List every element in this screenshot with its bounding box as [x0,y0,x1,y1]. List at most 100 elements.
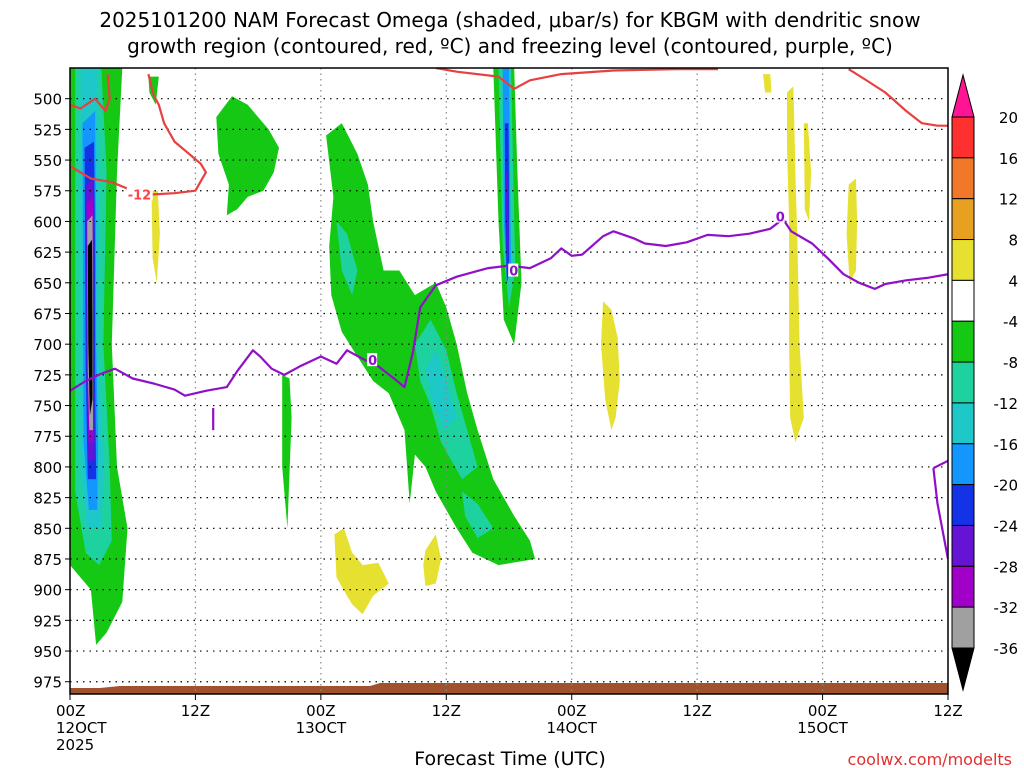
omega-region-9-7 [846,178,858,283]
y-tick-label-750: 750 [33,398,62,416]
x-tick-label-1-0: 12Z [181,702,210,720]
freezing-level-low-contour [932,459,948,470]
x-tick-label-2-0: 00Z [306,702,335,720]
colorbar-label-1: 16 [999,150,1018,168]
colorbar-band-1 [951,116,975,159]
colorbar-band-4 [951,239,975,281]
colorbar-band-9 [951,443,975,486]
colorbar-band-10 [951,484,975,526]
colorbar-label-3: 8 [1008,232,1018,250]
omega-region-9-4 [763,74,772,93]
x-tick-label-4-1: 14OCT [546,719,597,737]
contour-label-bg-1 [508,263,519,277]
terrain-strip [70,683,948,694]
y-tick-label-825: 825 [33,490,62,508]
freezing-level-contour [70,217,948,397]
x-axis-label: Forecast Time (UTC) [414,748,605,768]
colorbar-label-10: -24 [994,517,1019,535]
y-tick-label-725: 725 [33,367,62,385]
x-tick-label-4-0: 00Z [557,702,586,720]
omega-region-8-0 [87,239,93,416]
y-tick-label-650: 650 [33,275,62,293]
colorbar-band-13 [951,606,975,649]
chart-title-line-1: 2025101200 NAM Forecast Omega (shaded, μ… [99,8,920,32]
colorbar-band-6 [951,320,975,363]
colorbar-label-4: 4 [1008,272,1018,290]
x-tick-label-0-2: 2025 [56,736,94,754]
omega-region-9-3 [601,301,620,431]
colorbar-band-2 [951,157,975,200]
colorbar-label-11: -28 [994,558,1019,576]
y-tick-label-925: 925 [33,612,62,630]
contours [70,68,948,560]
colorbar-label-7: -12 [994,395,1019,413]
dgz-red-left2-contour [70,74,111,113]
y-tick-label-700: 700 [33,336,62,354]
y-tick-label-525: 525 [33,121,62,139]
y-tick-label-775: 775 [33,428,62,446]
colorbar-band-12 [951,565,975,608]
y-tick-label-800: 800 [33,459,62,477]
colorbar-label-13: -36 [994,640,1019,658]
y-tick-label-675: 675 [33,305,62,323]
plot-frame [69,67,949,695]
omega-region-0-2 [216,96,279,216]
chart-title-line-2: growth region (contoured, red, ºC) and f… [127,34,893,58]
y-tick-label-600: 600 [33,213,62,231]
terrain-fill [70,683,948,694]
omega-region-1-3 [462,491,494,539]
y-tick-label-625: 625 [33,244,62,262]
colorbar-label-9: -20 [994,477,1019,495]
x-tick-label-2-1: 13OCT [296,719,347,737]
colorbar-label-6: -8 [1003,354,1018,372]
colorbar-label-0: 20 [999,109,1018,127]
dgz-red-mid-contour [435,68,718,91]
contour-label-bg-0 [126,187,153,201]
omega-region-9-2 [423,534,442,586]
y-tick-label-900: 900 [33,582,62,600]
y-tick-label-575: 575 [33,183,62,201]
x-tick-label-7-0: 12Z [933,702,962,720]
y-tick-label-975: 975 [33,674,62,692]
y-tick-label-500: 500 [33,91,62,109]
y-axis: 500 525 550 575 600 625 650 675 700 725 750 775 800 8… [33,91,70,692]
colorbar-label-5: -4 [1003,313,1018,331]
colorbar-label-12: -32 [994,599,1019,617]
x-tick-label-5-0: 12Z [682,702,711,720]
colorbar-label-8: -16 [994,436,1019,454]
x-tick-label-0-1: 12OCT [56,719,107,737]
colorbar-band-7 [951,361,975,404]
contour-label-2: 0 [368,354,377,369]
colorbar-top-arrow [951,73,975,118]
colorbar-band-5 [951,279,975,322]
x-tick-label-6-1: 15OCT [797,719,848,737]
contour-label-bg-3 [774,209,785,223]
contour-label-1: 0 [509,265,518,280]
contour-label-3: 0 [776,211,785,226]
contour-labels: -12 0 0 0 [126,187,785,369]
x-tick-label-6-0: 00Z [808,702,837,720]
contour-label-0: -12 [128,188,152,203]
colorbar-band-8 [951,402,975,445]
colorbar-bottom-arrow [951,647,975,692]
y-tick-label-950: 950 [33,643,62,661]
omega-region-9-0 [151,190,160,283]
dgz-red-left-contour [70,73,207,196]
credit-text: coolwx.com/modelts [848,750,1012,768]
x-tick-label-0-0: 00Z [56,702,85,720]
y-tick-label-875: 875 [33,551,62,569]
contour-label-bg-2 [367,353,378,367]
y-tick-label-850: 850 [33,520,62,538]
colorbar-band-3 [951,198,975,241]
omega-region-9-5 [787,86,804,443]
omega-region-9-6 [803,123,812,222]
dgz-red-right-contour [848,68,948,127]
colorbar-label-2: 12 [999,191,1018,209]
colorbar: 20 16 12 8 4 -4 -8 -12 -16 -20 -24 -28 -32 -36 [951,73,1019,692]
omega-region-5-1 [505,172,509,271]
omega-region-2-1 [425,350,457,431]
freezing-level-low2-contour [932,467,948,560]
y-tick-label-550: 550 [33,152,62,170]
